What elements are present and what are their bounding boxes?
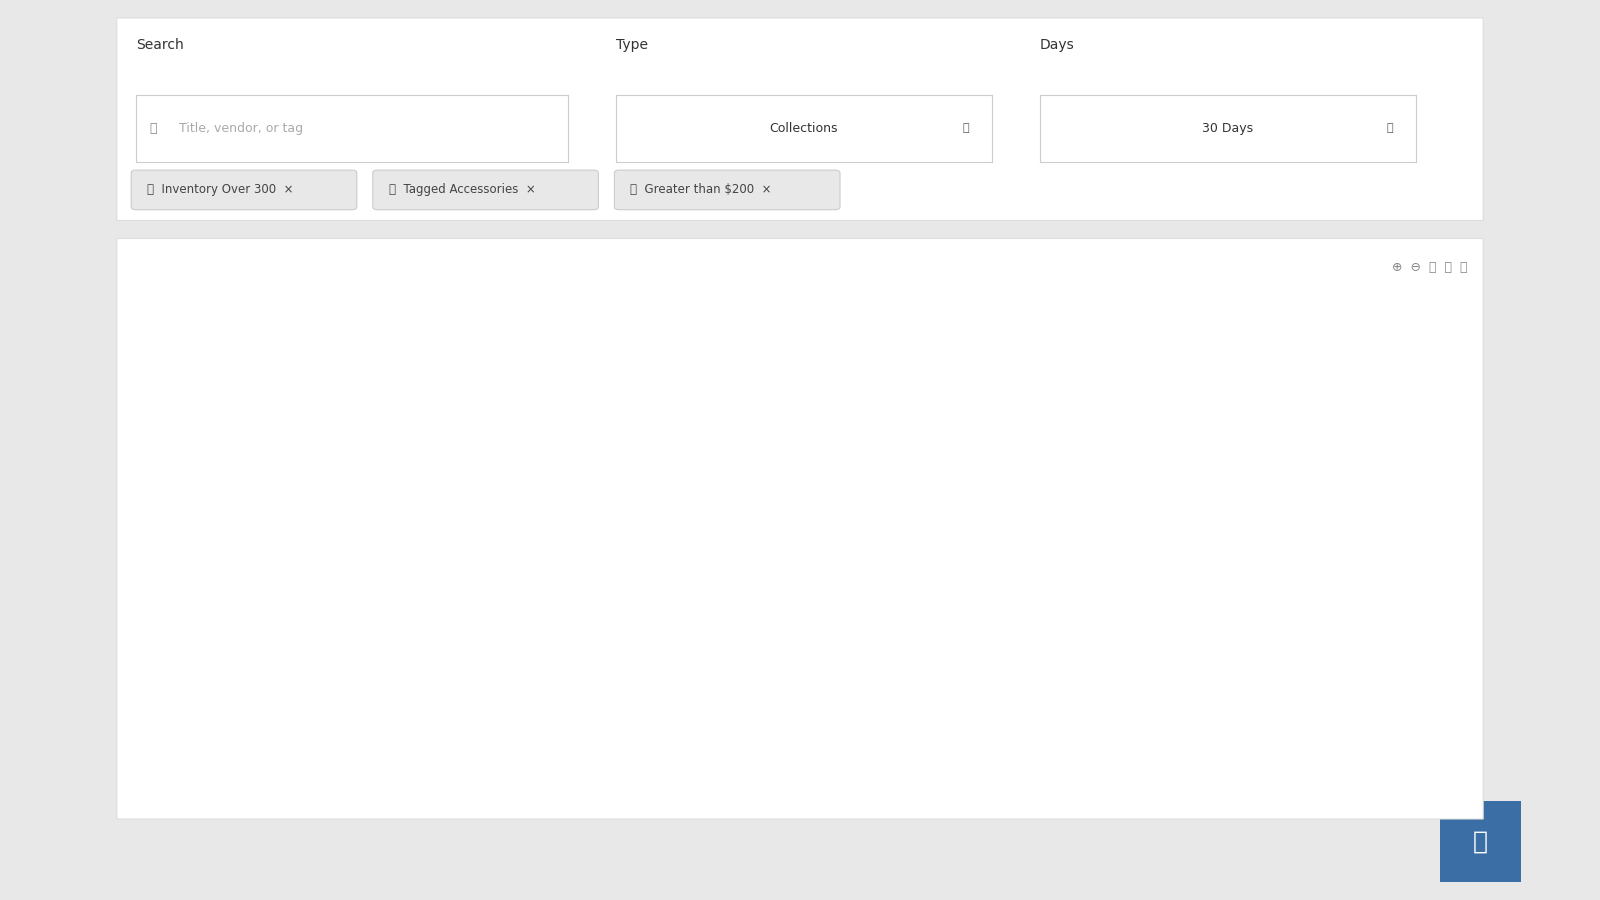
Text: 30 Days: 30 Days [1203, 122, 1253, 135]
Text: ⊕  ⊖  🔍  ✋  🏠: ⊕ ⊖ 🔍 ✋ 🏠 [1392, 261, 1467, 274]
Legend: Inventory Over 300, Tagged Accessories, Greater than $200: Inventory Over 300, Tagged Accessories, … [589, 798, 1088, 821]
Text: Title, vendor, or tag: Title, vendor, or tag [179, 122, 304, 135]
Text: 🗂  Greater than $200  ×: 🗂 Greater than $200 × [630, 184, 771, 196]
Text: ⬨: ⬨ [962, 123, 970, 133]
Text: Collections: Collections [770, 122, 838, 135]
Text: Type: Type [616, 38, 648, 52]
Text: 🔍: 🔍 [149, 122, 157, 135]
Text: ⬨: ⬨ [1386, 123, 1394, 133]
Text: 🗂  Inventory Over 300  ×: 🗂 Inventory Over 300 × [147, 184, 294, 196]
Text: Days: Days [1040, 38, 1075, 52]
Text: 💬: 💬 [1472, 830, 1488, 853]
Text: 🗂  Tagged Accessories  ×: 🗂 Tagged Accessories × [389, 184, 536, 196]
Text: Search: Search [136, 38, 184, 52]
